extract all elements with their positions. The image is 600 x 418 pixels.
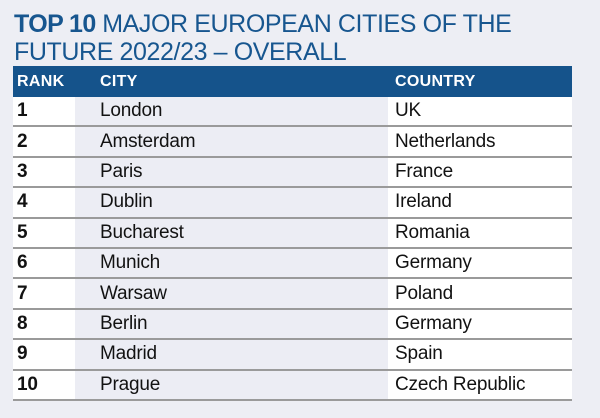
rank-cell: 3 [13,157,75,187]
country-cell: Spain [388,340,572,369]
rank-cell: 9 [13,340,75,369]
table-row: 10 Prague Czech Republic [13,370,572,401]
city-cell: Berlin [75,309,388,339]
city-cell: Paris [75,157,388,187]
country-cell: Germany [388,309,572,339]
country-cell: Ireland [388,188,572,217]
city-cell: Munich [75,248,388,278]
title-line2: FUTURE 2022/23 – OVERALL [14,38,347,66]
table-row: 2 Amsterdam Netherlands [13,127,572,158]
table-row: 1 London UK [13,97,572,128]
rank-cell: 7 [13,279,75,308]
rank-cell: 1 [13,97,75,126]
column-header-city: CITY [100,72,138,90]
city-cell: Dublin [75,188,388,217]
city-cell: Bucharest [75,218,388,247]
column-header-rank: RANK [17,72,65,90]
rank-cell: 4 [13,188,75,217]
country-cell: Czech Republic [388,370,572,399]
rank-cell: 5 [13,218,75,247]
ranking-table: RANK CITY COUNTRY 1 London UK 2 Amsterda… [13,66,572,401]
table-row: 3 Paris France [13,157,572,189]
city-cell: Warsaw [75,279,388,308]
country-cell: France [388,157,572,187]
rank-cell: 2 [13,127,75,156]
table-row: 6 Munich Germany [13,248,572,280]
country-cell: Netherlands [388,127,572,156]
page-title: TOP 10 MAJOR EUROPEAN CITIES OF THE FUTU… [14,10,574,66]
table-header-row: RANK CITY COUNTRY [13,66,572,97]
title-line1: MAJOR EUROPEAN CITIES OF THE [102,10,512,38]
column-header-country: COUNTRY [395,72,476,90]
city-cell: Prague [75,370,388,399]
table-row: 9 Madrid Spain [13,340,572,371]
title-prefix: TOP 10 [14,10,96,38]
rank-cell: 10 [13,370,75,399]
country-cell: Germany [388,248,572,278]
country-cell: Poland [388,279,572,308]
city-cell: London [75,97,388,126]
table-row: 8 Berlin Germany [13,309,572,341]
country-cell: UK [388,97,572,126]
rank-cell: 8 [13,309,75,339]
table-row: 5 Bucharest Romania [13,218,572,249]
country-cell: Romania [388,218,572,247]
rank-cell: 6 [13,248,75,278]
table-row: 4 Dublin Ireland [13,188,572,219]
city-cell: Amsterdam [75,127,388,156]
table-row: 7 Warsaw Poland [13,279,572,310]
city-cell: Madrid [75,340,388,369]
